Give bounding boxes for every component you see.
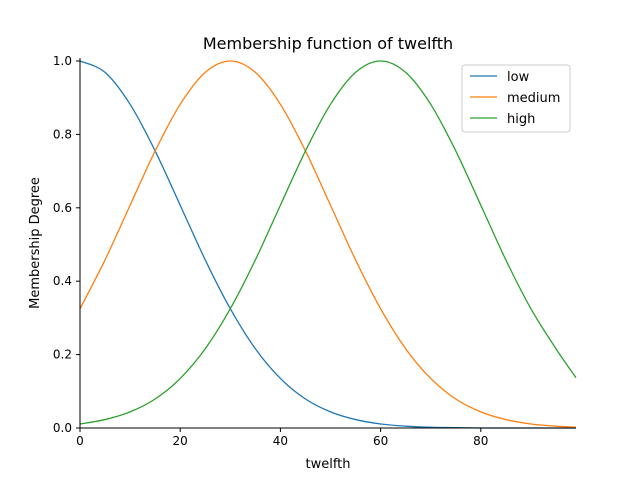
x-tick-label: 0 [76,434,84,448]
y-tick-label: 0.0 [53,421,72,435]
y-tick-label: 0.2 [53,348,72,362]
x-tick-label: 20 [173,434,188,448]
x-tick-label: 40 [273,434,288,448]
x-tick-label: 60 [373,434,388,448]
y-tick-label: 0.6 [53,201,72,215]
series-line-medium [79,60,577,428]
y-tick-label: 0.4 [53,274,72,288]
x-tick-label: 80 [473,434,488,448]
legend-label-high: high [507,112,535,127]
legend-items: low medium high [470,70,560,127]
legend-box [461,64,571,133]
x-ticks: 0 20 40 60 80 [76,428,488,448]
y-tick-label: 0.8 [53,127,72,141]
legend-label-low: low [507,70,530,85]
chart-title: Membership function of twelfth [203,34,453,53]
y-axis-label: Membership Degree [28,177,43,309]
legend: low medium high [461,64,571,133]
series-line-high [79,60,577,425]
y-tick-label: 1.0 [53,54,72,68]
legend-label-medium: medium [507,91,560,106]
x-axis-label: twelfth [305,457,350,472]
y-ticks: 0.0 0.2 0.4 0.6 0.8 1.0 [53,54,80,435]
